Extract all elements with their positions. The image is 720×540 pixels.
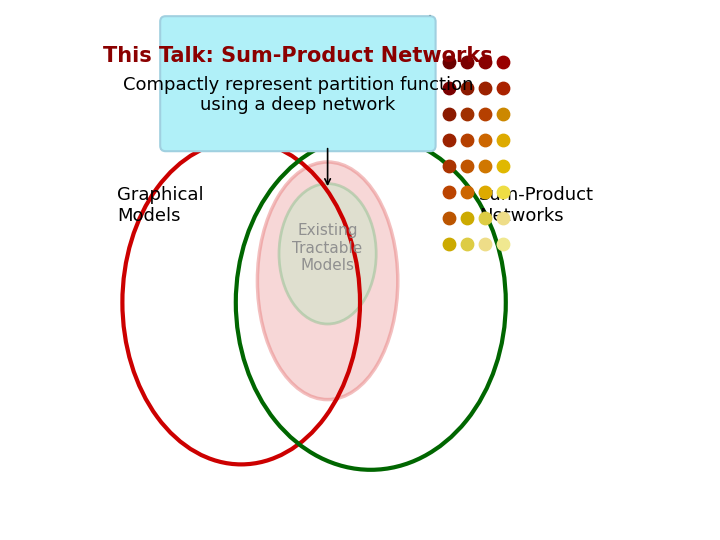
Point: [497, 58, 508, 66]
Point: [479, 84, 490, 92]
Point: [444, 136, 455, 144]
Text: Graphical
Models: Graphical Models: [117, 186, 204, 225]
Point: [497, 161, 508, 170]
Text: Existing
Tractable
Models: Existing Tractable Models: [292, 224, 363, 273]
Point: [444, 239, 455, 248]
Point: [462, 136, 473, 144]
Point: [497, 213, 508, 222]
Ellipse shape: [279, 184, 377, 324]
Point: [479, 136, 490, 144]
Point: [479, 213, 490, 222]
Text: This Talk: Sum-Product Networks: This Talk: Sum-Product Networks: [103, 46, 492, 66]
Text: Sum-Product
Networks: Sum-Product Networks: [479, 186, 594, 225]
Point: [479, 58, 490, 66]
Point: [497, 187, 508, 196]
Point: [462, 110, 473, 118]
Point: [462, 187, 473, 196]
Point: [479, 110, 490, 118]
Point: [444, 161, 455, 170]
Point: [444, 58, 455, 66]
Point: [479, 187, 490, 196]
FancyBboxPatch shape: [160, 16, 436, 151]
Point: [497, 239, 508, 248]
Point: [444, 187, 455, 196]
Point: [497, 110, 508, 118]
Point: [462, 239, 473, 248]
Point: [497, 84, 508, 92]
Point: [462, 58, 473, 66]
Ellipse shape: [258, 162, 397, 400]
Point: [462, 213, 473, 222]
Point: [497, 136, 508, 144]
Point: [462, 161, 473, 170]
Point: [462, 84, 473, 92]
Point: [479, 161, 490, 170]
Point: [444, 110, 455, 118]
Point: [444, 84, 455, 92]
Point: [444, 213, 455, 222]
Point: [479, 239, 490, 248]
Text: Compactly represent partition function
using a deep network: Compactly represent partition function u…: [122, 76, 473, 114]
